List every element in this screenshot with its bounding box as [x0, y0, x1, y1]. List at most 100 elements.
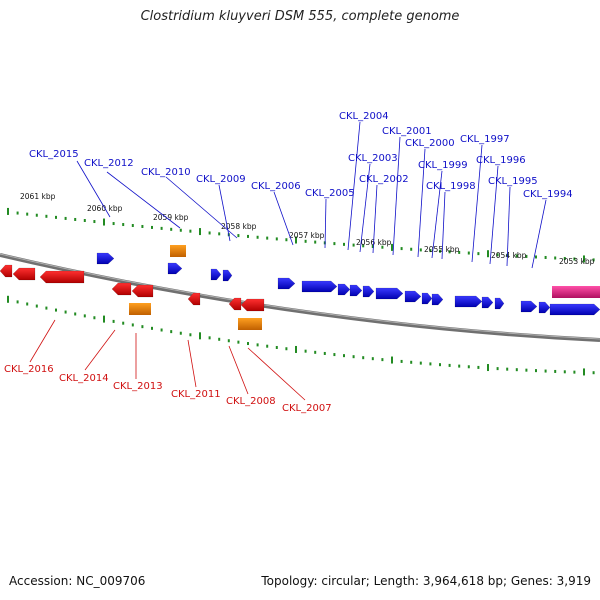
gene-label-reverse[interactable]: CKL_2007	[282, 403, 332, 414]
scale-tick	[515, 254, 518, 258]
gene-label-forward[interactable]: CKL_1997	[460, 134, 510, 145]
reverse-gene[interactable]	[187, 292, 201, 306]
forward-gene[interactable]	[362, 285, 375, 298]
scale-tick	[352, 243, 355, 247]
gene-label-forward[interactable]: CKL_2002	[359, 174, 409, 185]
gene-label-reverse[interactable]: CKL_2014	[59, 373, 109, 384]
leader-line	[506, 186, 511, 267]
reverse-gene[interactable]	[228, 297, 242, 311]
forward-gene[interactable]	[538, 301, 551, 314]
forward-gene[interactable]	[222, 269, 233, 282]
scale-tick	[496, 367, 499, 371]
scale-tick	[208, 231, 211, 235]
scale-tick	[419, 361, 422, 365]
forward-gene[interactable]	[337, 283, 351, 296]
gene-label-reverse[interactable]: CKL_2008	[226, 396, 276, 407]
gene-label-forward[interactable]: CKL_2004	[339, 111, 389, 122]
forward-gene[interactable]	[520, 300, 538, 313]
gene-label-forward[interactable]: CKL_2000	[405, 138, 455, 149]
reverse-gene[interactable]	[0, 264, 13, 278]
scale-tick	[554, 369, 557, 373]
forward-gene[interactable]	[96, 252, 115, 265]
leader-line	[489, 165, 499, 265]
reverse-gene[interactable]	[39, 270, 85, 284]
pseudo-gene[interactable]	[552, 286, 600, 298]
gene-label-forward[interactable]: CKL_1994	[523, 189, 573, 200]
gene-label-forward[interactable]: CKL_2001	[382, 126, 432, 137]
forward-gene[interactable]	[431, 293, 444, 306]
gene-label-forward[interactable]: CKL_1995	[488, 176, 538, 187]
reverse-gene[interactable]	[12, 267, 36, 281]
scale-tick	[314, 350, 317, 354]
scale-tick	[391, 243, 393, 251]
scale-tick	[362, 244, 365, 248]
forward-gene[interactable]	[349, 284, 363, 297]
gene-label-forward[interactable]: CKL_2003	[348, 153, 398, 164]
forward-gene[interactable]	[277, 277, 296, 290]
scale-tick	[467, 365, 470, 369]
gene-label-forward[interactable]: CKL_1996	[476, 155, 526, 166]
rna-gene[interactable]	[238, 318, 262, 330]
scale-tick	[285, 347, 288, 351]
scale-tick	[7, 207, 9, 215]
scale-tick	[496, 253, 499, 257]
scale-tick	[592, 371, 595, 375]
leader-line	[441, 191, 446, 260]
reverse-gene[interactable]	[111, 282, 132, 296]
scale-tick	[477, 365, 480, 369]
gene-label-forward[interactable]: CKL_2009	[196, 174, 246, 185]
map-title: Clostridium kluyveri DSM 555, complete g…	[140, 9, 460, 24]
scale-tick	[554, 256, 557, 260]
scale-tick	[170, 330, 173, 334]
scale-tick	[160, 226, 163, 230]
forward-gene[interactable]	[167, 262, 183, 275]
scale-tick	[266, 236, 269, 240]
gene-label-reverse[interactable]: CKL_2011	[171, 389, 221, 400]
scale-tick	[151, 225, 153, 229]
leader-line	[84, 329, 116, 371]
gene-label-forward[interactable]: CKL_2005	[305, 188, 355, 199]
forward-gene[interactable]	[404, 290, 422, 303]
leader-line	[228, 345, 249, 395]
scale-tick	[122, 321, 125, 325]
reverse-gene[interactable]	[131, 284, 154, 298]
gene-label-forward[interactable]: CKL_2012	[84, 158, 134, 169]
forward-gene[interactable]	[549, 303, 600, 316]
scale-tick	[535, 369, 537, 373]
scale-tick	[583, 368, 585, 376]
forward-gene[interactable]	[454, 295, 483, 308]
scale-tick	[525, 254, 528, 258]
forward-gene[interactable]	[301, 280, 338, 293]
forward-gene[interactable]	[210, 268, 222, 281]
gene-label-reverse[interactable]: CKL_2016	[4, 364, 54, 375]
forward-gene[interactable]	[481, 296, 494, 309]
topology-label: Topology: circular; Length: 3,964,618 bp…	[261, 574, 591, 588]
scale-tick	[410, 247, 413, 251]
leader-line	[218, 184, 231, 242]
leader-line	[471, 144, 483, 263]
gene-label-forward[interactable]: CKL_2010	[141, 167, 191, 178]
gene-label-forward[interactable]: CKL_2015	[29, 149, 79, 160]
forward-gene[interactable]	[421, 292, 433, 305]
scale-tick	[103, 218, 105, 226]
gene-label-forward[interactable]: CKL_1999	[418, 160, 468, 171]
gene-label-forward[interactable]: CKL_1998	[426, 181, 476, 192]
scale-tick	[419, 248, 422, 252]
scale-label: 2054 kbp	[491, 251, 527, 260]
scale-tick	[103, 315, 105, 323]
scale-tick	[477, 252, 480, 256]
forward-gene[interactable]	[494, 297, 505, 310]
scale-tick	[371, 357, 374, 361]
scale-tick	[237, 234, 240, 238]
gene-label-forward[interactable]: CKL_2006	[251, 181, 301, 192]
scale-tick	[170, 227, 173, 231]
reverse-gene[interactable]	[240, 298, 265, 312]
rna-gene[interactable]	[170, 245, 186, 257]
rna-gene[interactable]	[129, 303, 151, 315]
scale-tick	[83, 314, 86, 318]
forward-gene[interactable]	[375, 287, 404, 300]
gene-label-reverse[interactable]: CKL_2013	[113, 381, 163, 392]
scale-tick	[199, 228, 201, 236]
scale-tick	[131, 224, 134, 228]
scale-label: 2059 kbp	[153, 213, 189, 222]
